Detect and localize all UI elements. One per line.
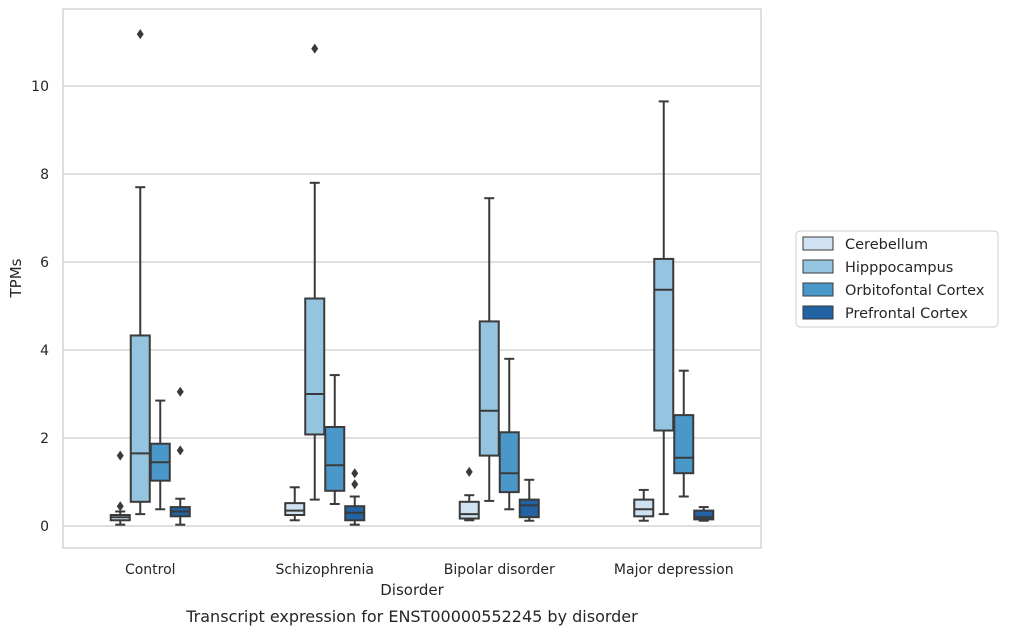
- outlier-point: [351, 479, 359, 490]
- y-tick-label: 2: [40, 431, 49, 447]
- x-axis-label: Disorder: [380, 581, 444, 599]
- box-orbitofontal-cortex-2: [498, 357, 520, 511]
- gridlines: [63, 85, 761, 527]
- box-prefrontal-cortex-3: [693, 506, 715, 522]
- x-tick-label: Bipolar disorder: [444, 562, 555, 578]
- y-tick-label: 8: [40, 167, 49, 183]
- box-iqr: [518, 498, 540, 519]
- box-orbitofontal-cortex-3: [673, 369, 695, 498]
- legend-label: Prefrontal Cortex: [845, 306, 968, 322]
- x-tick-labels: Control Schizophrenia Bipolar disorder Majo…: [125, 562, 734, 578]
- outlier-point: [176, 445, 184, 456]
- box-series: [109, 29, 715, 526]
- box-cerebellum-3: [633, 488, 655, 522]
- x-tick-label: Control: [125, 562, 176, 578]
- legend: Cerebellum Hipppocampus Orbitofontal Corte…: [795, 230, 999, 328]
- outlier-point: [176, 386, 184, 397]
- box-hipppocampus-0: [129, 29, 151, 516]
- box-iqr: [284, 502, 306, 516]
- plot-frame: [62, 8, 762, 549]
- y-tick-label: 0: [40, 519, 49, 535]
- box-prefrontal-cortex-1: [344, 468, 366, 526]
- x-tick-label: Schizophrenia: [276, 562, 374, 578]
- box-iqr: [478, 320, 500, 457]
- box-prefrontal-cortex-2: [518, 478, 540, 522]
- outlier-point: [116, 501, 124, 512]
- legend-swatch: [802, 282, 834, 297]
- legend-swatch: [802, 305, 834, 320]
- legend-label: Hipppocampus: [845, 260, 953, 276]
- legend-swatch: [802, 259, 834, 274]
- legend-frame: [795, 230, 999, 328]
- legend-label: Cerebellum: [845, 237, 928, 253]
- box-hipppocampus-1: [304, 43, 326, 501]
- box-iqr: [693, 509, 715, 521]
- box-iqr: [673, 414, 695, 475]
- y-tick-label: 10: [31, 79, 49, 95]
- outlier-point: [116, 450, 124, 461]
- y-tick-labels: 0 2 4 6 8 10: [31, 79, 49, 535]
- box-orbitofontal-cortex-0: [149, 399, 171, 511]
- y-tick-label: 4: [40, 343, 49, 359]
- box-orbitofontal-cortex-1: [324, 374, 346, 505]
- y-tick-label: 6: [40, 255, 49, 271]
- box-iqr: [633, 498, 655, 518]
- outlier-point: [311, 43, 319, 54]
- box-cerebellum-1: [284, 486, 306, 522]
- y-axis-label: TPMs: [7, 258, 25, 298]
- x-tick-label: Major depression: [614, 562, 734, 578]
- box-prefrontal-cortex-0: [169, 386, 191, 526]
- chart-caption: Transcript expression for ENST0000055224…: [185, 607, 638, 626]
- outlier-point: [465, 466, 473, 477]
- box-hipppocampus-3: [653, 100, 675, 516]
- box-iqr: [653, 257, 675, 432]
- outlier-point: [351, 468, 359, 479]
- outlier-point: [136, 29, 144, 40]
- box-hipppocampus-2: [478, 197, 500, 502]
- box-cerebellum-0: [109, 450, 131, 526]
- box-iqr: [304, 297, 326, 436]
- box-iqr: [324, 426, 346, 492]
- legend-label: Orbitofontal Cortex: [845, 283, 985, 299]
- box-iqr: [458, 500, 480, 520]
- box-cerebellum-2: [458, 466, 480, 522]
- box-iqr: [498, 431, 520, 494]
- box-iqr: [129, 334, 151, 503]
- legend-swatch: [802, 236, 834, 251]
